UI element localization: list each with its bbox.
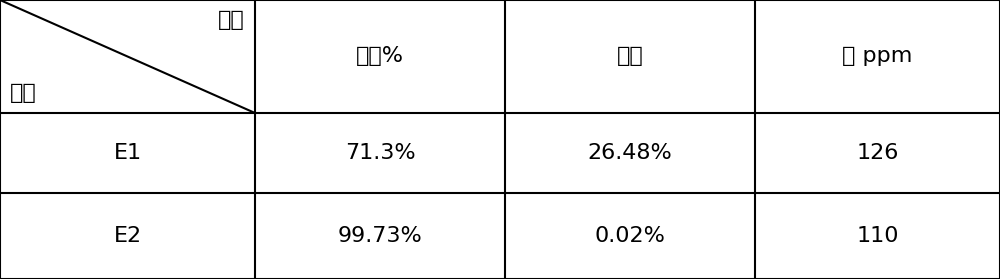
Text: 0.02%: 0.02% <box>595 226 665 246</box>
Text: 110: 110 <box>856 226 899 246</box>
Text: 26.48%: 26.48% <box>588 143 672 163</box>
Text: 99.73%: 99.73% <box>338 226 422 246</box>
Text: E2: E2 <box>113 226 142 246</box>
Text: 样品: 样品 <box>218 10 245 30</box>
Text: 氯 ppm: 氯 ppm <box>842 47 913 66</box>
Text: 71.3%: 71.3% <box>345 143 415 163</box>
Text: E1: E1 <box>113 143 142 163</box>
Text: 指标: 指标 <box>10 83 37 103</box>
Text: 烟酸%: 烟酸% <box>356 47 404 66</box>
Text: 水分: 水分 <box>617 47 643 66</box>
Text: 126: 126 <box>856 143 899 163</box>
